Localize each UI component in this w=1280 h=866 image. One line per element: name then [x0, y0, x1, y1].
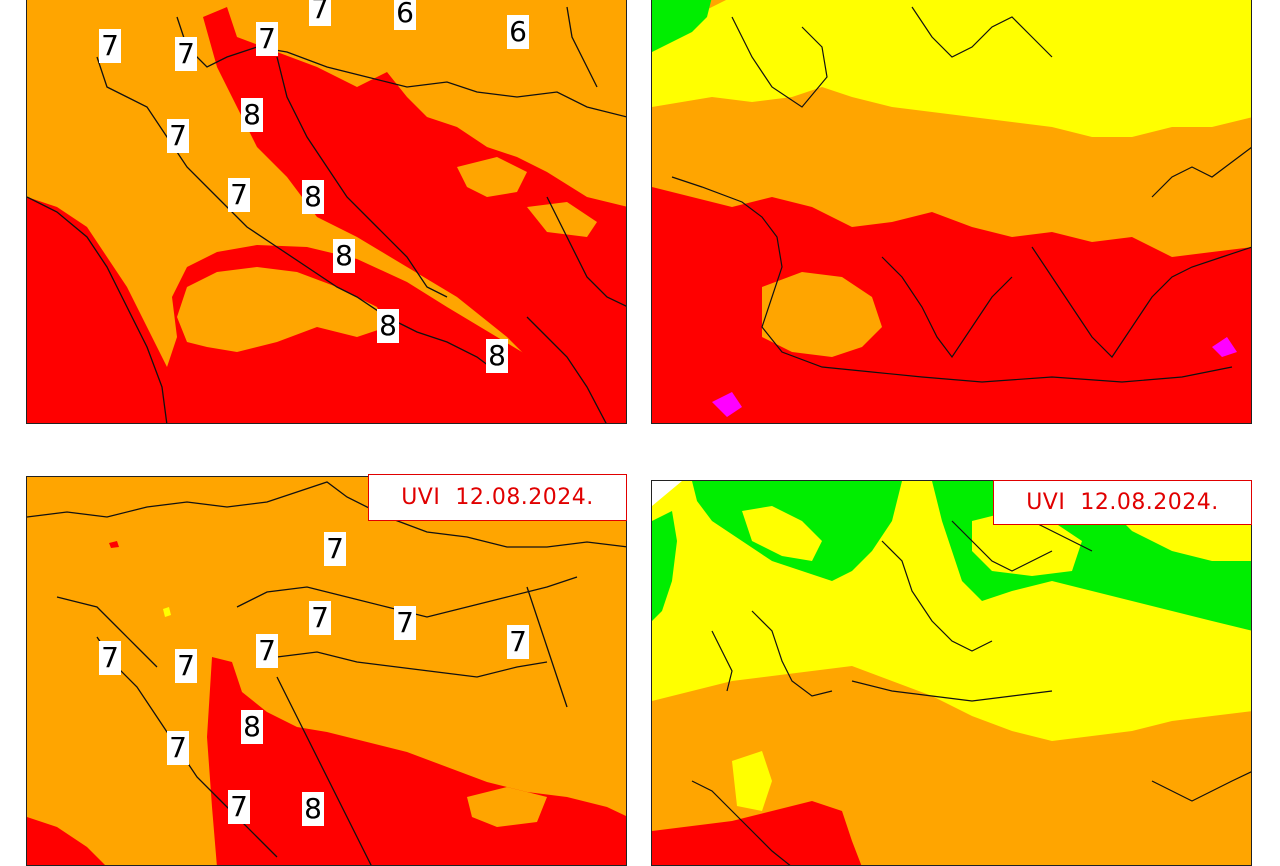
- coastlines-borders: [27, 6, 626, 423]
- coastlines-borders: [691, 520, 1251, 865]
- uv-zone-green: [652, 0, 712, 52]
- uv-value-label: 7: [99, 641, 121, 675]
- map-panel-croatia-top: [26, 0, 627, 424]
- uv-zone-orange-patch: [467, 787, 547, 827]
- uv-zone-orange-bay: [177, 267, 387, 352]
- uv-value-label: 7: [394, 606, 416, 640]
- uv-value-label: 7: [175, 649, 197, 683]
- uv-zone-white-corner: [652, 481, 682, 506]
- uv-value-label: 7: [175, 37, 197, 71]
- uvi-date-label: UVI 12.08.2024.: [993, 480, 1252, 525]
- uv-value-label: 7: [256, 634, 278, 668]
- map-panel-europe-bottom: [651, 480, 1252, 866]
- uv-value-label: 7: [99, 29, 121, 63]
- uv-zone-red-dot: [109, 541, 119, 548]
- uv-value-label: 7: [228, 790, 250, 824]
- uv-value-label: 7: [309, 0, 331, 26]
- uv-value-label: 8: [486, 339, 508, 373]
- uv-zone-orange-patch-2: [527, 202, 597, 237]
- uv-zone-yellow: [652, 0, 1251, 137]
- uv-value-label: 6: [394, 0, 416, 30]
- uv-value-label: 8: [377, 309, 399, 343]
- uv-zone-red: [652, 187, 1251, 423]
- uv-value-label: 7: [324, 532, 346, 566]
- uv-value-label: 8: [333, 239, 355, 273]
- uv-value-label: 8: [302, 180, 324, 214]
- uv-value-label: 8: [241, 710, 263, 744]
- uv-map-croatia-top: [27, 0, 626, 423]
- uv-value-label: 7: [228, 178, 250, 212]
- uv-zone-yellow-baltic: [972, 511, 1082, 576]
- uv-value-label: 8: [302, 792, 324, 826]
- uv-value-label: 7: [167, 119, 189, 153]
- uv-map-europe-bottom: [652, 481, 1251, 865]
- uvi-date-label: UVI 12.08.2024.: [368, 474, 627, 521]
- uv-value-label: 7: [507, 625, 529, 659]
- uv-zone-magenta-2: [1212, 337, 1237, 357]
- uv-value-label: 7: [167, 731, 189, 765]
- uv-zone-red: [652, 801, 862, 865]
- map-panel-europe-top: [651, 0, 1252, 424]
- uv-map-europe-top: [652, 0, 1251, 423]
- uv-value-label: 6: [507, 15, 529, 49]
- uv-zone-orange-patch: [457, 157, 527, 197]
- uv-zone-yellow-scandinavia: [742, 506, 822, 561]
- uv-zone-yellow-patch: [732, 751, 772, 811]
- uv-zone-orange-sea: [762, 272, 882, 357]
- uv-value-label: 8: [241, 98, 263, 132]
- coastlines-borders: [671, 6, 1251, 383]
- uv-value-label: 7: [256, 22, 278, 56]
- uv-value-label: 7: [309, 601, 331, 635]
- uv-zone-green-west: [652, 511, 677, 621]
- uv-zone-red-inland: [203, 7, 626, 423]
- uv-zone-yellow-dot: [163, 607, 171, 617]
- uv-zone-magenta-1: [712, 392, 742, 417]
